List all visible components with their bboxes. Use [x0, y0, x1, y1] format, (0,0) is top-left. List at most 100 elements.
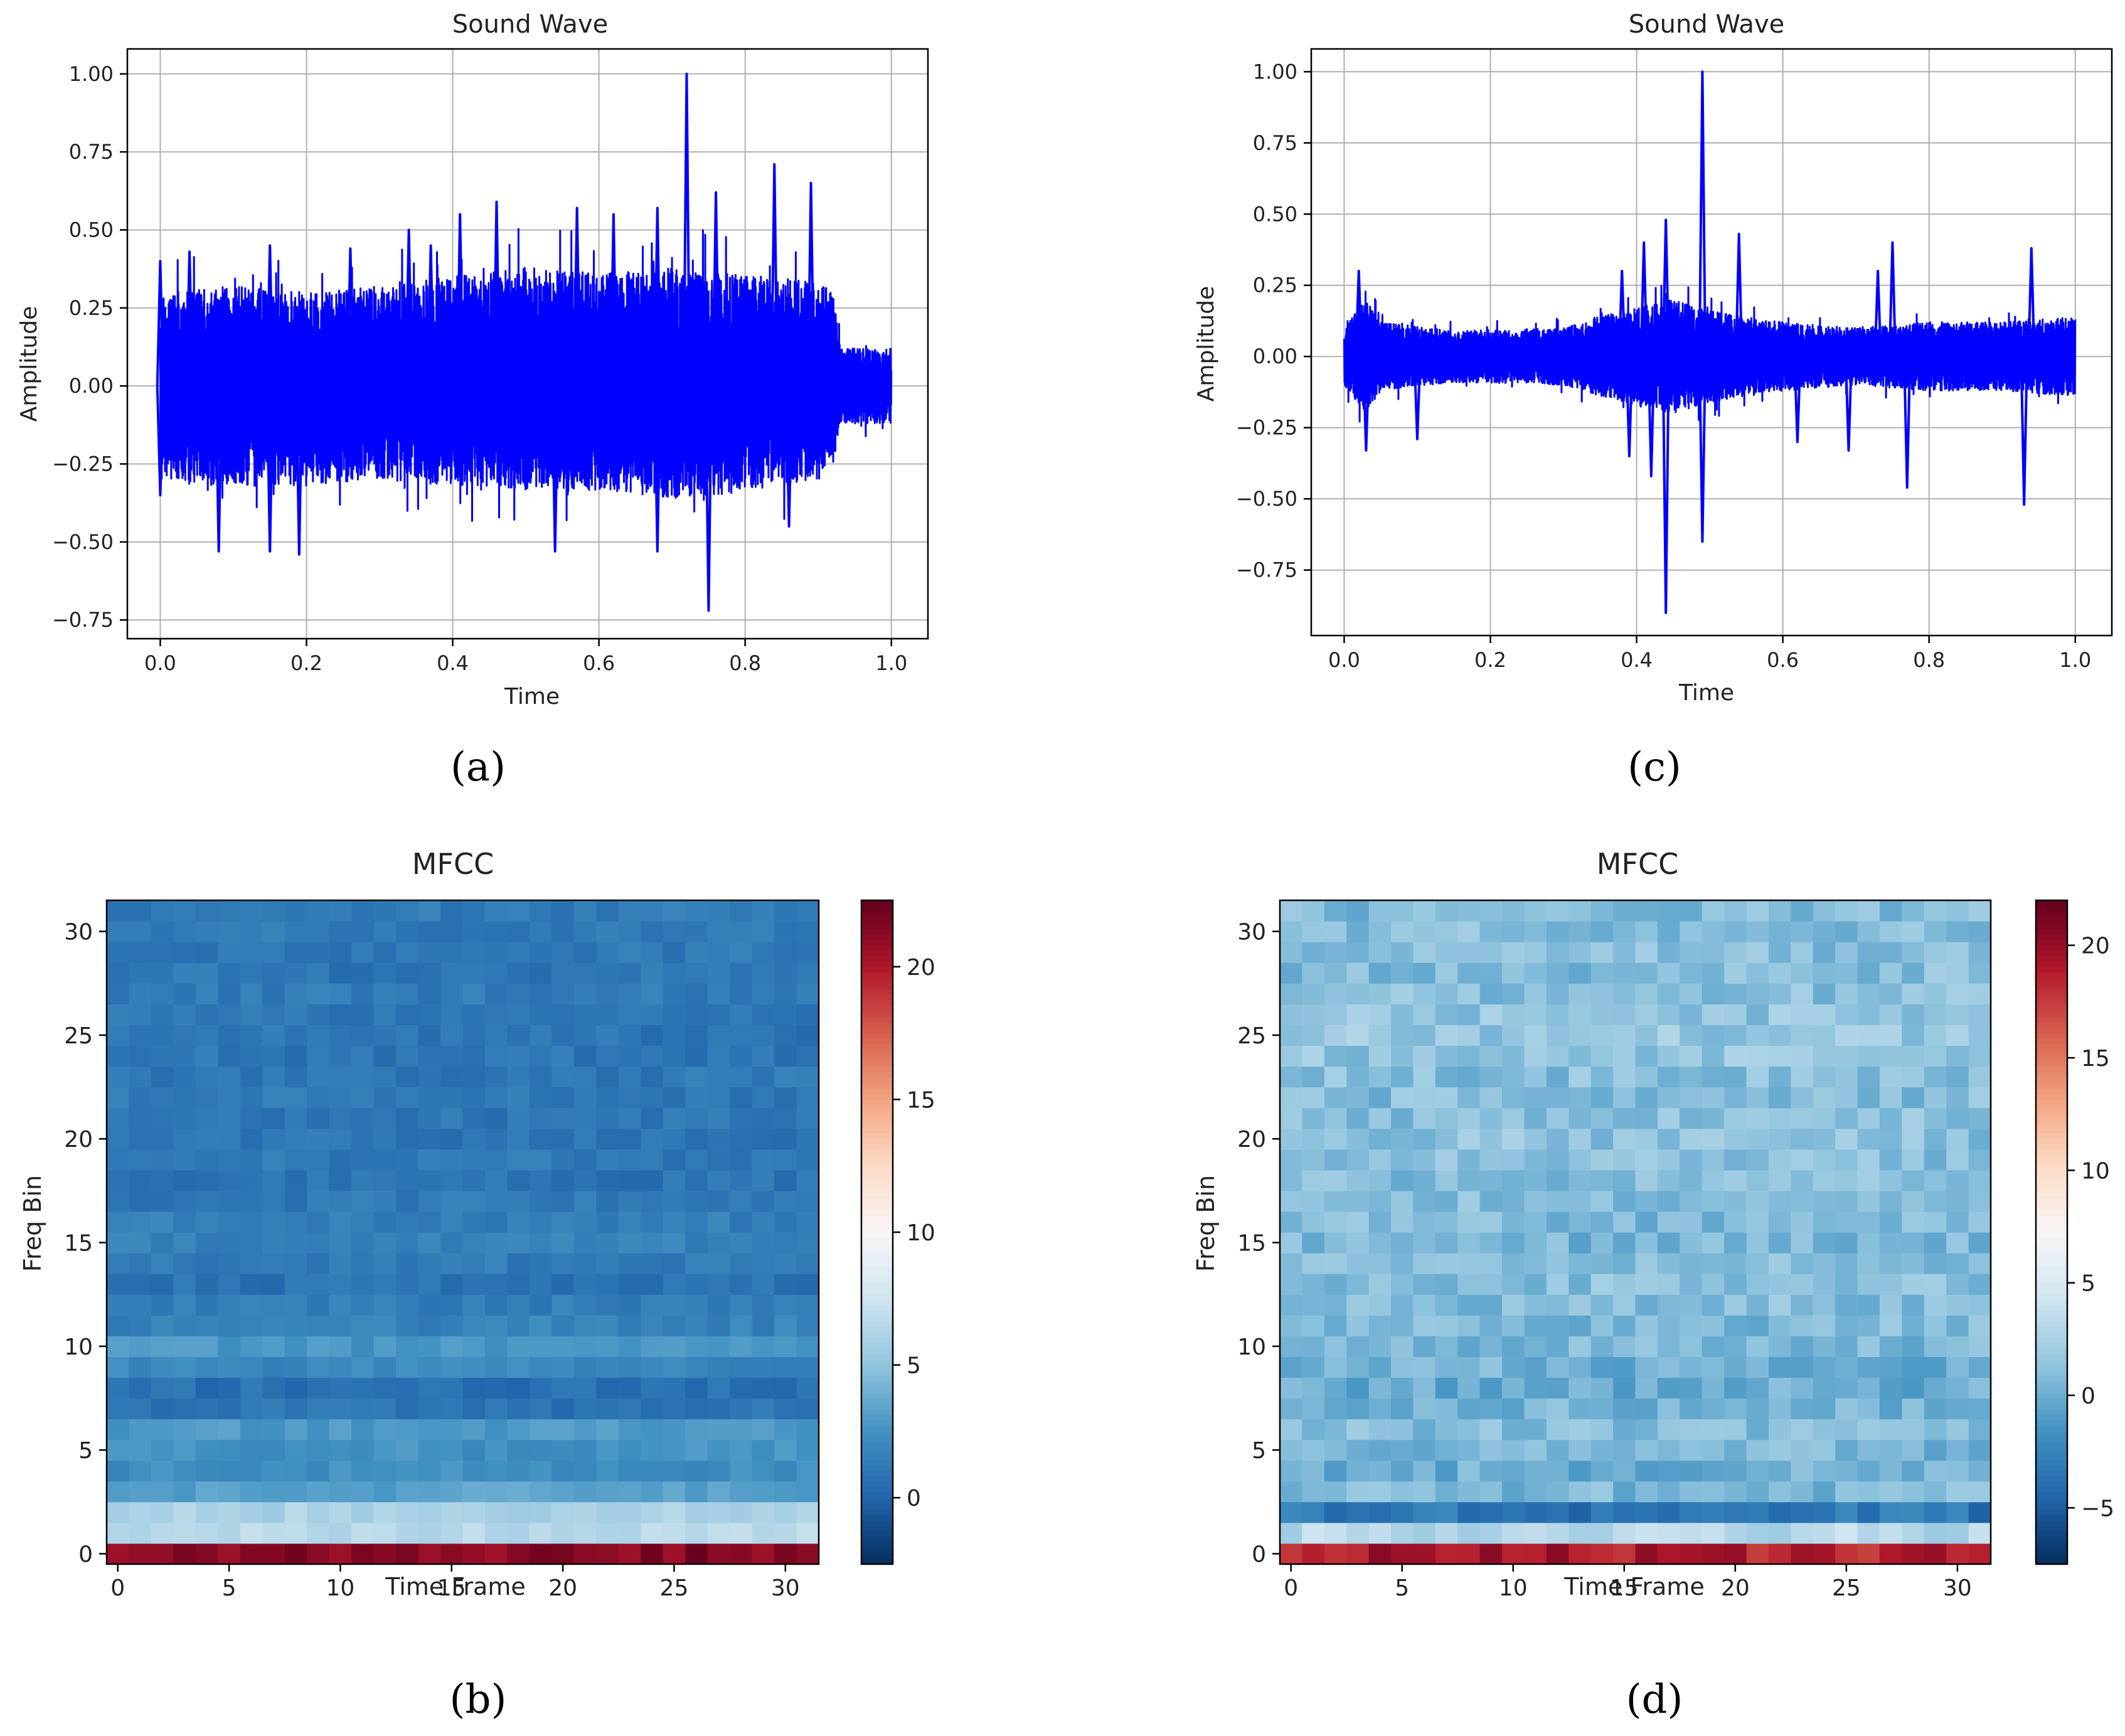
panel-d-cell-r21-c2 — [1324, 1107, 1347, 1129]
panel-d-cell-r8-c30 — [1946, 1377, 1969, 1399]
panel-b-cell-r6-c22 — [596, 1419, 619, 1440]
panel-d-colorbar-step-16 — [2036, 1470, 2067, 1476]
panel-b-cell-r6-c17 — [484, 1419, 508, 1440]
panel-b-cell-r15-c31 — [796, 1232, 819, 1254]
panel-b-cell-r21-c20 — [551, 1107, 575, 1129]
panel-d-cell-r14-c23 — [1791, 1253, 1814, 1274]
panel-a-peak-11 — [492, 200, 501, 386]
panel-b-cell-r21-c24 — [641, 1107, 664, 1129]
panel-d-colorbar-step-35 — [2036, 1365, 2067, 1371]
panel-d-colorbar-step-93 — [2036, 1044, 2067, 1050]
panel-d-cell-r3-c22 — [1768, 1481, 1791, 1503]
panel-d-cell-r11-c4 — [1368, 1315, 1392, 1336]
panel-c-peak-1 — [1361, 356, 1371, 452]
panel-b-cell-r11-c0 — [107, 1315, 130, 1336]
panel-d-cell-r12-c22 — [1768, 1294, 1791, 1316]
panel-d-cell-r30-c20 — [1724, 921, 1747, 942]
panel-b-colorbar-step-20 — [861, 1447, 893, 1454]
panel-b-cell-r21-c9 — [307, 1107, 330, 1129]
panel-d-colorbar-tick-label-3: 10 — [2081, 1158, 2110, 1184]
panel-d-colorbar-step-41 — [2036, 1331, 2067, 1338]
panel-b-cell-r7-c2 — [151, 1398, 174, 1420]
panel-d-cell-r5-c11 — [1524, 1439, 1547, 1461]
panel-d-cell-r1-c19 — [1702, 1522, 1725, 1544]
panel-d-cell-r3-c13 — [1568, 1481, 1592, 1503]
panel-b-cell-r1-c21 — [573, 1522, 597, 1544]
panel-b-cell-r11-c22 — [596, 1315, 619, 1336]
panel-b-colorbar-step-66 — [861, 1193, 893, 1200]
panel-d-colorbar-step-111 — [2036, 944, 2067, 951]
panel-a-xtick-label-2: 0.4 — [437, 651, 469, 675]
panel-b-cell-r25-c5 — [218, 1025, 241, 1046]
panel-b-cell-r20-c0 — [107, 1128, 130, 1150]
panel-d-cell-r11-c20 — [1724, 1315, 1747, 1336]
panel-b-cell-r5-c20 — [551, 1439, 575, 1461]
panel-b-colorbar-step-113 — [861, 933, 893, 940]
panel-d-cell-r28-c17 — [1657, 962, 1680, 984]
panel-d-cell-r28-c30 — [1946, 962, 1969, 984]
panel-d-cell-r25-c1 — [1302, 1025, 1325, 1046]
panel-c-peak-8 — [1661, 356, 1670, 614]
panel-b-colorbar-step-81 — [861, 1110, 893, 1117]
panel-d-cell-r3-c31 — [1968, 1481, 1991, 1503]
panel-b-cell-r2-c7 — [262, 1501, 285, 1523]
panel-d-cell-r6-c27 — [1879, 1419, 1902, 1440]
panel-d-cell-r3-c28 — [1902, 1481, 1925, 1503]
panel-d-cell-r26-c22 — [1768, 1004, 1791, 1025]
panel-b-cell-r15-c19 — [529, 1232, 552, 1254]
panel-b-cell-r4-c22 — [596, 1460, 619, 1482]
panel-d-colorbar-step-92 — [2036, 1050, 2067, 1056]
panel-b-cell-r18-c23 — [618, 1169, 641, 1191]
panel-d-colorbar-step-10 — [2036, 1503, 2067, 1510]
panel-b-cell-r12-c13 — [396, 1294, 419, 1316]
panel-d-cell-r30-c7 — [1435, 921, 1458, 942]
panel-b-cell-r19-c25 — [663, 1149, 686, 1171]
panel-d-cell-r14-c20 — [1724, 1253, 1747, 1274]
panel-d-cell-r0-c13 — [1568, 1543, 1592, 1565]
panel-b-cell-r13-c12 — [373, 1274, 397, 1295]
panel-b-cell-r22-c22 — [596, 1087, 619, 1109]
panel-d-colorbar-step-55 — [2036, 1254, 2067, 1260]
panel-d-cell-r31-c0 — [1280, 900, 1303, 922]
panel-d-cell-r22-c6 — [1413, 1087, 1436, 1109]
panel-d-cell-r29-c12 — [1546, 942, 1569, 963]
panel-a-ytick-label-1: −0.50 — [52, 530, 114, 554]
panel-d-cell-r27-c17 — [1657, 983, 1680, 1004]
panel-d-cell-r27-c9 — [1479, 983, 1503, 1004]
panel-d-cell-r25-c17 — [1657, 1025, 1680, 1046]
panel-b-cell-r14-c13 — [396, 1253, 419, 1274]
panel-b-cell-r26-c8 — [284, 1004, 307, 1025]
panel-b-cell-r12-c19 — [529, 1294, 552, 1316]
panel-b-cell-r29-c21 — [573, 942, 597, 963]
panel-b-cell-r6-c10 — [329, 1419, 352, 1440]
panel-b-cell-r28-c18 — [507, 962, 530, 984]
panel-d-cell-r24-c17 — [1657, 1045, 1680, 1067]
panel-b-colorbar-step-33 — [861, 1376, 893, 1382]
panel-b-cell-r29-c20 — [551, 942, 575, 963]
panel-d-cell-r27-c3 — [1346, 983, 1370, 1004]
panel-d-cell-r16-c18 — [1680, 1211, 1703, 1233]
panel-d-cell-r30-c12 — [1546, 921, 1569, 942]
panel-b-cell-r20-c17 — [484, 1128, 508, 1150]
panel-b-cell-r6-c26 — [685, 1419, 708, 1440]
panel-b-cell-r19-c17 — [484, 1149, 508, 1171]
panel-b-cell-r23-c26 — [685, 1066, 708, 1088]
panel-d-cell-r28-c13 — [1568, 962, 1592, 984]
panel-d-cell-r8-c12 — [1546, 1377, 1569, 1399]
panel-b-cell-r5-c7 — [262, 1439, 285, 1461]
panel-b-colorbar-step-111 — [861, 944, 893, 951]
panel-b-cell-r15-c13 — [396, 1232, 419, 1254]
panel-d-cell-r28-c22 — [1768, 962, 1791, 984]
panel-d-cell-r12-c27 — [1879, 1294, 1902, 1316]
panel-d-cell-r10-c17 — [1657, 1336, 1680, 1357]
panel-d-cell-r8-c17 — [1657, 1377, 1680, 1399]
panel-b-cell-r25-c12 — [373, 1025, 397, 1046]
panel-b-cell-r14-c3 — [173, 1253, 196, 1274]
panel-d-cell-r16-c11 — [1524, 1211, 1547, 1233]
panel-d-cell-r7-c22 — [1768, 1398, 1791, 1420]
panel-b-cell-r31-c30 — [774, 900, 797, 922]
panel-d-cell-r10-c2 — [1324, 1336, 1347, 1357]
panel-b-cell-r21-c18 — [507, 1107, 530, 1129]
panel-b-cell-r28-c19 — [529, 962, 552, 984]
